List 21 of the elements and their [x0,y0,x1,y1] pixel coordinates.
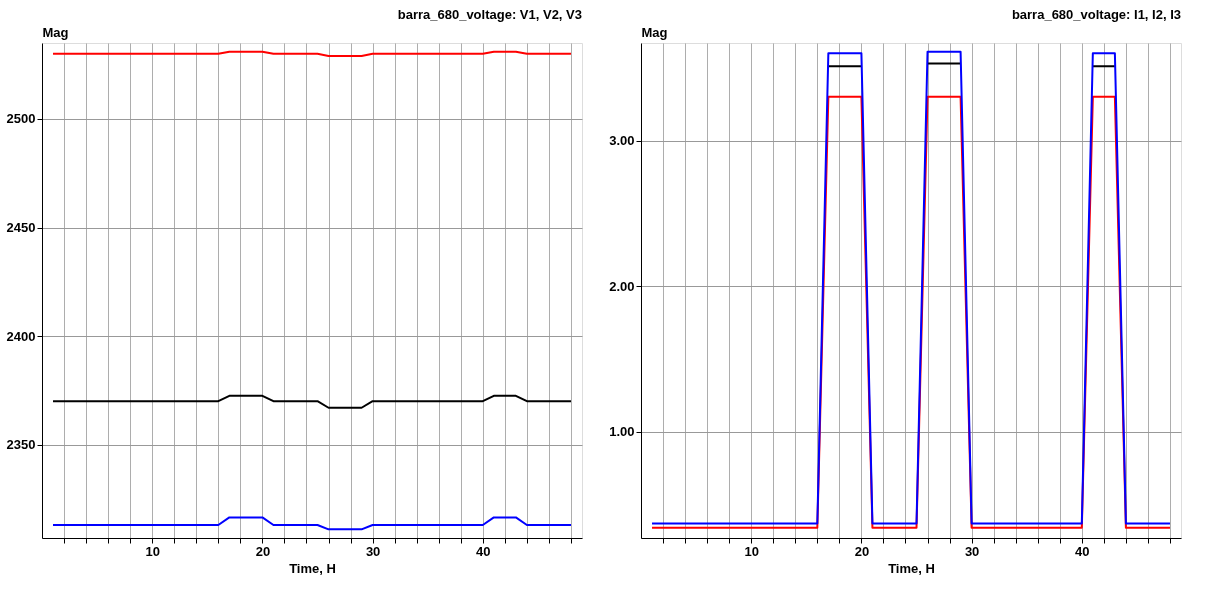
x-tick-label: 40 [1075,543,1090,559]
y-tick-label: 2400 [6,328,36,344]
chart-title: barra_680_voltage: V1, V2, V3 [397,7,582,22]
x-tick-label: 20 [255,543,271,559]
x-tick-label: 10 [145,543,160,559]
y-tick-label: 2450 [6,220,36,236]
y-tick-label: 2500 [6,111,36,127]
chart-title: barra_680_voltage: I1, I2, I3 [1011,7,1181,22]
x-tick-label: 30 [964,543,980,559]
x-axis-title: Time, H [289,560,336,576]
y-axis-title: Mag [641,24,668,40]
y-tick-label: 1.00 [609,424,635,440]
x-tick-label: 30 [365,543,381,559]
x-axis-title: Time, H [888,560,935,576]
x-tick-label: 10 [744,543,759,559]
y-tick-label: 2350 [6,437,36,453]
x-tick-label: 20 [854,543,870,559]
y-tick-label: 3.00 [609,133,635,149]
x-tick-label: 40 [476,543,491,559]
y-axis-title: Mag [42,24,69,40]
y-tick-label: 2.00 [609,278,635,294]
